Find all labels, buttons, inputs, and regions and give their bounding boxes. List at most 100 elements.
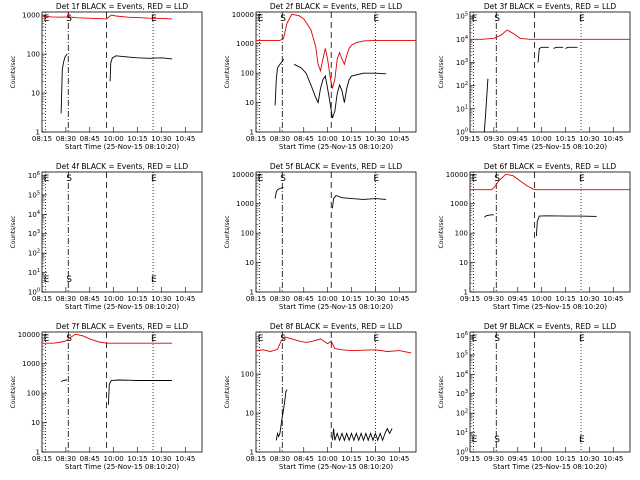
marker-end-label: E bbox=[373, 14, 379, 24]
tick-label: 1000 bbox=[22, 360, 40, 368]
events-series-line bbox=[60, 53, 68, 114]
tick-label: 101 bbox=[456, 104, 468, 113]
y-axis-label: Counts/sec bbox=[10, 215, 17, 248]
marker-start-label: S bbox=[494, 435, 500, 445]
detector-panel: Det 9f BLACK = Events, RED = LLD 100 101 10… bbox=[438, 322, 631, 471]
tick-label: 10000 bbox=[232, 171, 254, 179]
tick-label: 10:30 bbox=[579, 295, 599, 303]
tick-label: 10:15 bbox=[555, 455, 575, 463]
x-axis-label: Start Time (25-Nov-15 08:10:20) bbox=[65, 143, 179, 151]
tick-label: 10 bbox=[245, 410, 254, 418]
plot-frame bbox=[469, 331, 631, 453]
tick-label: 1 bbox=[250, 449, 254, 457]
tick-label: 10:00 bbox=[318, 295, 338, 303]
events-series-line bbox=[275, 389, 288, 441]
plot-frame bbox=[255, 331, 417, 453]
plot-frame bbox=[255, 171, 417, 293]
tick-label: 10:15 bbox=[555, 135, 575, 143]
marker-end-label: E bbox=[579, 174, 585, 184]
events-series-line bbox=[331, 427, 393, 442]
tick-label: 100 bbox=[456, 448, 468, 457]
tick-label: 105 bbox=[28, 190, 40, 199]
x-axis-label: Start Time (25-Nov-15 08:10:20) bbox=[493, 303, 607, 311]
tick-label: 10:30 bbox=[579, 135, 599, 143]
marker-start-label: S bbox=[66, 174, 72, 184]
tick-label: 08:30 bbox=[56, 135, 76, 143]
tick-label: 1 bbox=[464, 289, 468, 297]
events-series-line bbox=[274, 187, 284, 199]
tick-label: 106 bbox=[28, 171, 40, 180]
tick-label: 08:45 bbox=[80, 295, 100, 303]
tick-label: 10:15 bbox=[341, 295, 361, 303]
tick-label: 08:45 bbox=[294, 295, 314, 303]
tick-label: 10:45 bbox=[389, 455, 409, 463]
events-series-line bbox=[484, 214, 494, 218]
tick-label: 08:15 bbox=[246, 135, 266, 143]
events-series-line bbox=[107, 379, 173, 405]
tick-label: 08:30 bbox=[270, 135, 290, 143]
lld-series-line bbox=[255, 336, 412, 354]
tick-label: 10:45 bbox=[175, 135, 195, 143]
tick-label: 102 bbox=[456, 81, 468, 90]
tick-label: 103 bbox=[28, 229, 40, 238]
y-axis-label: Counts/sec bbox=[224, 215, 231, 248]
tick-label: 100 bbox=[27, 390, 40, 398]
tick-label: 105 bbox=[456, 12, 468, 21]
x-axis-label: Start Time (25-Nov-15 08:10:20) bbox=[65, 463, 179, 471]
marker-end-label: E bbox=[472, 174, 478, 184]
events-series-line bbox=[553, 46, 564, 49]
marker-end-label: E bbox=[151, 14, 157, 24]
events-series-line bbox=[60, 379, 68, 382]
chart-title: Det 6f BLACK = Events, RED = LLD bbox=[484, 162, 617, 171]
y-axis-label: Counts/sec bbox=[438, 375, 445, 408]
tick-label: 10:45 bbox=[603, 455, 623, 463]
tick-label: 10:00 bbox=[532, 135, 552, 143]
tick-label: 08:15 bbox=[32, 455, 52, 463]
tick-label: 102 bbox=[28, 249, 40, 258]
tick-label: 08:45 bbox=[80, 455, 100, 463]
lld-series-line bbox=[470, 173, 630, 191]
tick-label: 10:00 bbox=[532, 455, 552, 463]
tick-label: 100 bbox=[456, 128, 468, 137]
marker-end-label: E bbox=[258, 174, 264, 184]
tick-label: 10:15 bbox=[127, 455, 147, 463]
tick-label: 102 bbox=[456, 409, 468, 418]
tick-label: 10 bbox=[459, 259, 468, 267]
tick-label: 100 bbox=[241, 230, 254, 238]
tick-label: 1 bbox=[250, 289, 254, 297]
chart-title: Det 7f BLACK = Events, RED = LLD bbox=[56, 322, 189, 331]
events-series-line bbox=[331, 194, 387, 209]
marker-start-label: S bbox=[66, 14, 72, 24]
tick-label: 10:30 bbox=[365, 135, 385, 143]
x-axis-label: Start Time (25-Nov-15 08:10:20) bbox=[279, 303, 393, 311]
marker-start-label: S bbox=[494, 14, 500, 24]
tick-label: 10:45 bbox=[603, 135, 623, 143]
lld-series-line bbox=[470, 29, 630, 40]
tick-label: 10 bbox=[245, 259, 254, 267]
y-axis-label: Counts/sec bbox=[438, 215, 445, 248]
marker-end-label: E bbox=[151, 174, 157, 184]
tick-label: 104 bbox=[28, 210, 40, 219]
marker-end-label: E bbox=[579, 435, 585, 445]
tick-label: 09:45 bbox=[508, 135, 528, 143]
events-series-line bbox=[109, 55, 173, 82]
tick-label: 08:30 bbox=[270, 295, 290, 303]
tick-label: 09:30 bbox=[484, 135, 504, 143]
tick-label: 10:30 bbox=[151, 455, 171, 463]
tick-label: 09:30 bbox=[484, 455, 504, 463]
marker-end-label: E bbox=[44, 275, 50, 285]
events-series-line bbox=[537, 46, 549, 63]
tick-label: 101 bbox=[456, 428, 468, 437]
tick-label: 10:00 bbox=[104, 455, 124, 463]
tick-label: 10:45 bbox=[603, 295, 623, 303]
tick-label: 10 bbox=[31, 90, 40, 98]
marker-start-label: S bbox=[494, 334, 500, 344]
detector-panel: Det 5f BLACK = Events, RED = LLD 1 10 100 10… bbox=[224, 162, 417, 311]
tick-label: 10:45 bbox=[175, 295, 195, 303]
tick-label: 10:45 bbox=[389, 135, 409, 143]
tick-label: 10 bbox=[245, 99, 254, 107]
marker-start-label: S bbox=[280, 14, 286, 24]
tick-label: 1 bbox=[250, 129, 254, 137]
marker-end-label: E bbox=[258, 334, 264, 344]
